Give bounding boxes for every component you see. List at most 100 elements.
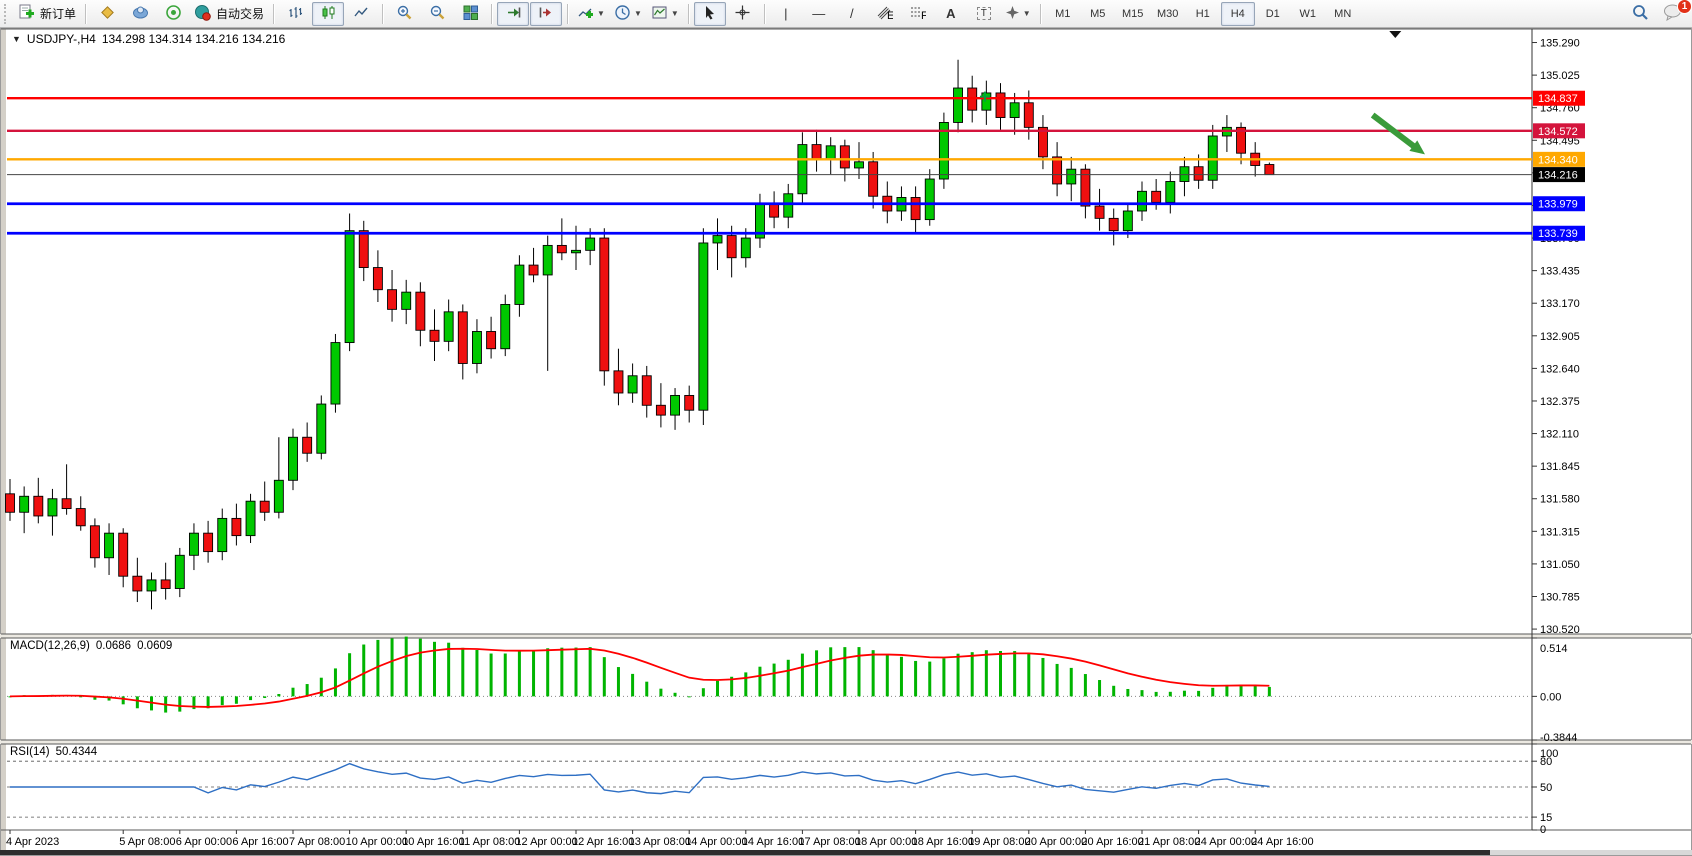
timeframe-m5-button[interactable]: M5	[1090, 7, 1106, 20]
pane-separator[interactable]	[0, 740, 1692, 744]
candle-down[interactable]	[556, 244, 567, 254]
candle-up[interactable]	[47, 498, 58, 517]
candle-up[interactable]	[797, 144, 808, 195]
candle-down[interactable]	[33, 495, 44, 517]
candle-up[interactable]	[571, 249, 581, 254]
candle-down[interactable]	[1236, 126, 1247, 154]
candle-up[interactable]	[825, 145, 836, 160]
candle-up[interactable]	[500, 303, 511, 350]
channel-button[interactable]: E	[869, 2, 901, 26]
candle-up[interactable]	[401, 291, 412, 310]
auto-trading-button[interactable]: 自动交易	[190, 2, 268, 26]
candle-down[interactable]	[839, 145, 850, 169]
candle-up[interactable]	[783, 193, 794, 218]
trendline-button[interactable]: /	[836, 2, 868, 26]
timeframe-h4-button[interactable]: H4	[1220, 1, 1255, 26]
candlestick-chart-type-button[interactable]	[312, 1, 345, 26]
timeframe-w1-button[interactable]: W1	[1299, 7, 1316, 20]
candle-up[interactable]	[712, 235, 723, 244]
candle-up[interactable]	[1122, 210, 1133, 232]
candle-up[interactable]	[245, 500, 256, 537]
candle-down[interactable]	[684, 394, 695, 411]
candle-down[interactable]	[89, 525, 100, 559]
candle-down[interactable]	[641, 375, 652, 406]
candle-down[interactable]	[811, 144, 822, 160]
candle-up[interactable]	[316, 403, 327, 454]
candle-down[interactable]	[387, 289, 397, 310]
candle-down[interactable]	[132, 575, 143, 592]
notifications-button[interactable]: 1	[1656, 0, 1692, 26]
candle-up[interactable]	[542, 244, 553, 276]
search-button[interactable]	[1624, 2, 1656, 26]
candle-up[interactable]	[938, 122, 949, 180]
candle-down[interactable]	[1108, 217, 1119, 232]
candle-up[interactable]	[924, 178, 935, 221]
chart-scrollbar[interactable]	[0, 850, 1490, 855]
candle-down[interactable]	[868, 161, 879, 197]
pane-separator[interactable]	[0, 634, 1692, 638]
candle-up[interactable]	[19, 495, 30, 513]
candle-down[interactable]	[75, 508, 86, 527]
candle-up[interactable]	[1207, 135, 1218, 181]
candle-down[interactable]	[1023, 102, 1034, 128]
candle-down[interactable]	[1193, 166, 1204, 181]
candle-down[interactable]	[1037, 126, 1048, 158]
market-button[interactable]	[124, 2, 156, 26]
candle-down[interactable]	[486, 331, 497, 350]
candle-down[interactable]	[415, 291, 426, 331]
candle-down[interactable]	[429, 329, 440, 342]
candle-down[interactable]	[655, 404, 666, 416]
candle-down[interactable]	[231, 517, 242, 537]
candle-down[interactable]	[302, 436, 313, 454]
candle-up[interactable]	[188, 532, 199, 556]
candle-up[interactable]	[217, 517, 228, 553]
candle-down[interactable]	[726, 235, 737, 259]
candle-down[interactable]	[613, 370, 624, 394]
candle-up[interactable]	[670, 394, 680, 416]
candle-down[interactable]	[61, 498, 72, 510]
timeframe-d1-button[interactable]: D1	[1265, 7, 1280, 20]
green-arrow-annotation[interactable]	[1370, 112, 1420, 152]
timeframe-h1-button[interactable]: H1	[1195, 7, 1210, 20]
candle-up[interactable]	[1009, 102, 1020, 118]
candle-up[interactable]	[330, 342, 341, 405]
candle-down[interactable]	[769, 203, 780, 218]
cursor-button[interactable]	[693, 1, 726, 26]
text-button[interactable]: A	[935, 2, 967, 26]
candle-down[interactable]	[599, 237, 610, 372]
candle-down[interactable]	[457, 311, 468, 364]
chart-scrollbar-track[interactable]	[1490, 850, 1692, 855]
templates-button[interactable]: ▼	[647, 2, 683, 26]
fibonacci-button[interactable]: F	[902, 2, 934, 26]
candle-up[interactable]	[472, 331, 482, 364]
candle-up[interactable]	[585, 237, 596, 251]
timeframe-mn-button[interactable]: MN	[1334, 7, 1352, 20]
candle-up[interactable]	[854, 161, 864, 169]
signals-button[interactable]	[157, 2, 189, 26]
styles-button[interactable]	[91, 2, 123, 26]
candle-down[interactable]	[1264, 164, 1275, 176]
arrows-button[interactable]: ▼	[1001, 2, 1035, 26]
candle-up[interactable]	[273, 479, 284, 513]
indicators-button[interactable]: ▼	[573, 2, 609, 26]
candle-down[interactable]	[1151, 190, 1162, 203]
candle-up[interactable]	[740, 237, 751, 259]
candle-down[interactable]	[528, 264, 539, 276]
candle-down[interactable]	[358, 230, 369, 269]
candle-down[interactable]	[1052, 156, 1063, 185]
candle-up[interactable]	[344, 230, 355, 344]
horizontal-line-button[interactable]: —	[803, 2, 835, 26]
candle-up[interactable]	[174, 554, 185, 589]
candle-down[interactable]	[372, 267, 383, 291]
candle-up[interactable]	[288, 436, 298, 481]
candle-up[interactable]	[981, 92, 992, 111]
candle-down[interactable]	[995, 92, 1006, 118]
new-order-button[interactable]: 新订单	[14, 2, 80, 26]
zoom-out-button[interactable]	[421, 2, 453, 26]
candle-up[interactable]	[146, 579, 157, 592]
toolbar-grip[interactable]	[4, 3, 10, 24]
line-chart-type-button[interactable]	[345, 2, 377, 26]
timeframe-m15-button[interactable]: M15	[1122, 7, 1144, 20]
zoom-in-button[interactable]	[388, 2, 420, 26]
